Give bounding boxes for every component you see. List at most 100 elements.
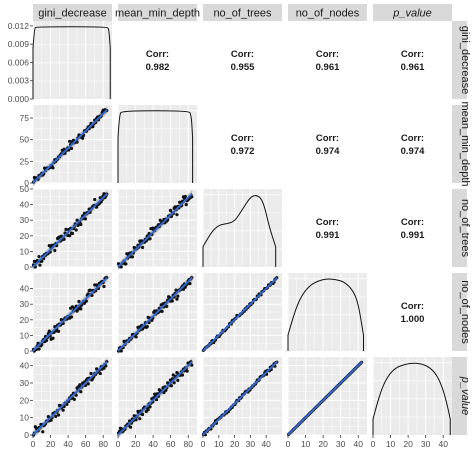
scatter-point (79, 307, 83, 311)
scatter-point (93, 197, 97, 202)
corr-value: 0.961 (316, 62, 340, 73)
scatter-point (89, 371, 93, 376)
x-tick-label: 20 (230, 439, 240, 449)
scatter-point (68, 234, 72, 238)
scatter-point (78, 383, 82, 387)
x-tick-label: 0 (371, 439, 376, 449)
x-tick-label: 80 (98, 439, 108, 449)
y-tick-label: 10 (20, 413, 30, 423)
corr-label: Corr: (401, 49, 424, 60)
panel-r4-c2 (201, 357, 282, 437)
x-tick-label: 10 (214, 439, 224, 449)
x-tick-label: 60 (81, 439, 91, 449)
scatter-point (79, 222, 83, 227)
panel-background (33, 21, 112, 99)
corr-panel-bg (288, 105, 367, 183)
x-tick-label: 0 (286, 439, 291, 449)
scatter-point (82, 301, 87, 305)
panel-r0-c3: Corr: 0.961 (288, 21, 367, 99)
scatter-point (175, 213, 179, 217)
smooth-line (287, 360, 363, 436)
panel-r2-c4: Corr: 0.991 (373, 189, 452, 267)
corr-value: 0.991 (401, 230, 425, 241)
y-tick-label: 40 (20, 200, 30, 210)
corr-label: Corr: (316, 217, 339, 228)
scatter-point (61, 408, 65, 412)
row-strip-label: p_value (459, 376, 471, 416)
panel-r4-c1 (116, 357, 197, 439)
scatter-point (72, 397, 76, 401)
scatter-point (176, 378, 180, 382)
y-tick-label: 0 (24, 262, 29, 272)
column-strip-label: no_of_trees (213, 8, 272, 20)
scatter-point (51, 336, 55, 340)
density-curve (202, 195, 277, 267)
scatter-point (173, 205, 177, 209)
scatter-point (171, 373, 175, 377)
panel-r4-c4 (372, 357, 452, 435)
x-tick-label: 0 (116, 439, 121, 449)
scatter-point (69, 146, 74, 151)
y-tick-label: 0 (24, 346, 29, 356)
row-strip-mean_min_depth (449, 105, 467, 183)
scatter-point (86, 382, 90, 386)
row-strip-gini_decrease (449, 21, 467, 99)
scatter-point (140, 245, 145, 250)
y-tick-label: 0 (24, 178, 29, 188)
y-tick-label: 25 (20, 156, 30, 166)
corr-label: Corr: (401, 301, 424, 312)
corr-panel-bg (203, 21, 282, 99)
scatter-point (128, 425, 133, 429)
scatter-point (148, 405, 152, 409)
corr-panel-bg (288, 189, 367, 267)
x-tick-label: 10 (386, 439, 396, 449)
y-tick-label: 20 (20, 231, 30, 241)
scatter-point (53, 248, 57, 253)
x-tick-label: 20 (131, 439, 141, 449)
scatter-point (47, 329, 51, 333)
scatter-point (41, 430, 45, 434)
y-tick-label: 0.003 (8, 76, 30, 86)
x-tick-label: 0 (201, 439, 206, 449)
y-tick-label: 0.000 (8, 94, 30, 104)
scatter-point (168, 208, 173, 213)
scatter-point (180, 373, 185, 377)
smooth-line (117, 276, 193, 352)
y-tick-label: 0.006 (8, 57, 30, 67)
x-tick-label: 0 (31, 439, 36, 449)
corr-panel-bg (373, 273, 452, 351)
panel-r2-c0 (31, 188, 112, 271)
x-tick-label: 20 (403, 439, 413, 449)
column-strip-no_of_trees (203, 4, 282, 21)
panel-r3-c3 (287, 273, 367, 351)
panel-r2-c1 (116, 188, 197, 271)
panel-r0-c0 (32, 21, 112, 99)
panel-r1-c4: Corr: 0.974 (373, 105, 452, 183)
panel-r0-c4: Corr: 0.961 (373, 21, 452, 99)
density-curve (287, 278, 364, 351)
y-tick-label: 0 (24, 430, 29, 440)
scatter-point (102, 366, 106, 370)
corr-label: Corr: (401, 217, 424, 228)
row-strip-label: no_of_trees (459, 199, 471, 258)
scatter-point (174, 288, 178, 292)
scatter-point (145, 325, 149, 329)
scatter-point (46, 415, 50, 419)
smooth-line (32, 192, 108, 268)
column-strip-p_value (373, 4, 452, 21)
x-tick-label: 60 (166, 439, 176, 449)
scatter-point (165, 304, 169, 309)
scatter-point (124, 262, 128, 266)
scatter-point (34, 426, 38, 430)
corr-panel-bg (118, 21, 197, 99)
panel-r3-c2 (201, 273, 282, 353)
y-tick-label: 40 (20, 284, 30, 294)
panel-r2-c3: Corr: 0.991 (288, 189, 367, 267)
scatter-point (169, 384, 173, 388)
y-tick-label: 50 (20, 135, 30, 145)
x-tick-label: 30 (421, 439, 431, 449)
corr-label: Corr: (146, 49, 169, 60)
corr-panel-bg (373, 189, 452, 267)
scatter-point (178, 200, 182, 204)
smooth-line (202, 276, 278, 352)
